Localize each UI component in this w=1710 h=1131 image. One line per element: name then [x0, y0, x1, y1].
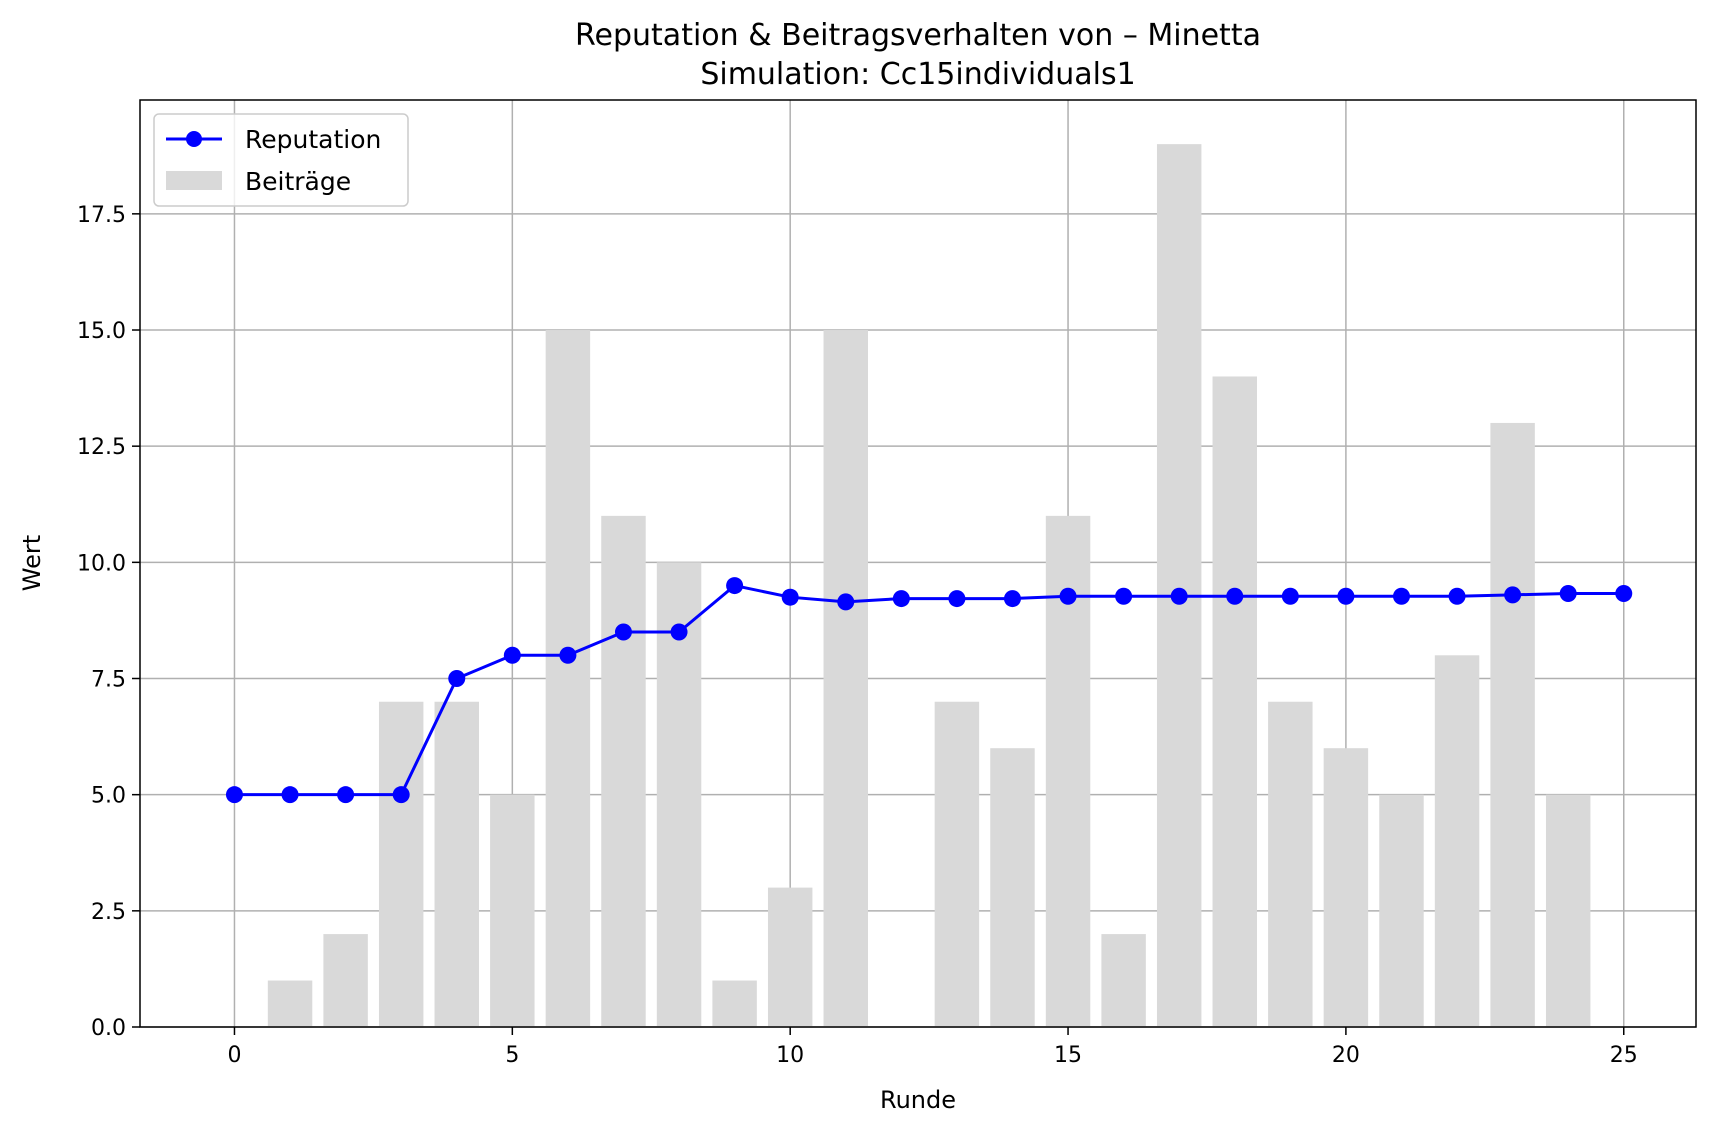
- bar-beitraege-19: [1268, 701, 1313, 1027]
- y-tick-label: 10.0: [77, 551, 126, 576]
- bar-beitraege-22: [1434, 655, 1480, 1027]
- point-reputation-1: [281, 786, 299, 804]
- bar-beitraege-20: [1323, 748, 1369, 1027]
- bar-beitraege-14: [990, 748, 1035, 1027]
- bar-beitraege-11: [823, 330, 868, 1027]
- bar-beitraege-18: [1212, 376, 1257, 1027]
- bar-beitraege-2: [323, 934, 368, 1027]
- bar-beitraege-21: [1379, 794, 1424, 1027]
- y-tick-label: 15.0: [77, 319, 126, 344]
- x-tick-label: 10: [776, 1043, 804, 1068]
- y-tick-label: 7.5: [91, 668, 126, 693]
- bar-beitraege-24: [1545, 794, 1591, 1027]
- point-reputation-24: [1559, 584, 1577, 602]
- y-tick-label: 2.5: [91, 900, 126, 925]
- point-reputation-19: [1281, 587, 1299, 605]
- point-reputation-23: [1504, 586, 1522, 604]
- point-reputation-10: [781, 588, 799, 606]
- bar-beitraege-9: [712, 980, 757, 1027]
- x-tick-label: 5: [505, 1043, 519, 1068]
- point-reputation-21: [1392, 587, 1410, 605]
- x-axis-label: Runde: [880, 1086, 956, 1114]
- x-tick-label: 25: [1610, 1043, 1638, 1068]
- bar-beitraege-4: [434, 701, 479, 1027]
- y-axis-label: Wert: [18, 535, 46, 591]
- point-reputation-7: [614, 623, 632, 641]
- legend-label-reputation: Reputation: [245, 125, 381, 154]
- x-tick-label: 15: [1054, 1043, 1082, 1068]
- point-reputation-12: [892, 590, 910, 608]
- bar-beitraege-16: [1101, 934, 1146, 1027]
- x-tick-label: 0: [227, 1043, 241, 1068]
- bar-beitraege-6: [545, 330, 591, 1027]
- point-reputation-6: [559, 646, 577, 664]
- legend-marker-swatch: [186, 131, 202, 147]
- point-reputation-18: [1226, 587, 1244, 605]
- x-axis-ticks: 0 5 10 15 20 25: [227, 1027, 1638, 1068]
- chart-title: Reputation & Beitragsverhalten von – Min…: [575, 18, 1261, 53]
- line-series: [225, 577, 1633, 804]
- point-reputation-15: [1059, 587, 1077, 605]
- point-reputation-17: [1170, 587, 1188, 605]
- point-reputation-5: [503, 646, 521, 664]
- point-reputation-11: [837, 593, 855, 611]
- point-reputation-9: [726, 577, 744, 595]
- y-tick-label: 12.5: [77, 435, 126, 460]
- point-reputation-3: [392, 786, 410, 804]
- plot-area: [139, 99, 1697, 1028]
- bar-beitraege-10: [767, 887, 813, 1027]
- point-reputation-4: [448, 670, 466, 688]
- chart-subtitle: Simulation: Cc15individuals1: [700, 57, 1135, 92]
- point-reputation-0: [225, 786, 243, 804]
- point-reputation-16: [1115, 587, 1133, 605]
- bar-beitraege-13: [934, 701, 980, 1027]
- bar-beitraege-17: [1156, 144, 1202, 1028]
- x-tick-label: 20: [1332, 1043, 1360, 1068]
- bar-beitraege-3: [378, 701, 424, 1027]
- point-reputation-2: [337, 786, 355, 804]
- bar-series: [267, 144, 1591, 1028]
- point-reputation-22: [1448, 587, 1466, 605]
- bar-beitraege-1: [267, 980, 313, 1027]
- point-reputation-25: [1615, 584, 1633, 602]
- point-reputation-20: [1337, 587, 1355, 605]
- y-tick-label: 5.0: [91, 784, 126, 809]
- legend-label-beitraege: Beiträge: [245, 167, 351, 196]
- bar-beitraege-5: [490, 794, 535, 1027]
- bar-beitraege-23: [1490, 422, 1535, 1028]
- y-tick-label: 0.0: [91, 1016, 126, 1041]
- point-reputation-13: [948, 590, 966, 608]
- point-reputation-8: [670, 623, 688, 641]
- point-reputation-14: [1003, 590, 1021, 608]
- legend-bar-swatch: [166, 171, 222, 190]
- bar-beitraege-7: [601, 515, 646, 1027]
- y-axis-ticks: 0.0 2.5 5.0 7.5 10.0 12.5 15.0 17.5: [77, 203, 140, 1041]
- legend: Reputation Beiträge: [153, 113, 409, 207]
- line-reputation: [234, 583, 1624, 797]
- y-tick-label: 17.5: [77, 203, 126, 228]
